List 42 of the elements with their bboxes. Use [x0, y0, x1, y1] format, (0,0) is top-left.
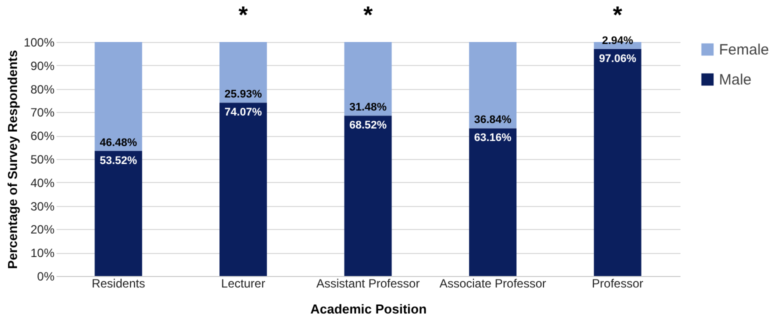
x-tick-label: Associate Professor [439, 276, 546, 290]
y-axis-title: Percentage of Survey Respondents [4, 50, 20, 269]
x-tick-label: Residents [92, 276, 146, 290]
y-tick-label: 80% [30, 82, 55, 96]
data-label: 36.84% [474, 114, 512, 126]
y-tick-label: 90% [30, 58, 55, 73]
y-tick-label: 40% [30, 176, 55, 190]
y-tick-label: 100% [24, 36, 55, 50]
annotation: * [363, 2, 374, 29]
x-tick-label: Lecturer [221, 276, 266, 290]
data-label: 63.16% [474, 132, 512, 144]
data-label: 74.07% [224, 106, 262, 119]
bar [344, 116, 392, 276]
bar [94, 42, 142, 151]
annotation: * [238, 2, 249, 29]
bar [469, 42, 517, 128]
data-label: 68.52% [349, 120, 387, 132]
data-label: 46.48% [100, 136, 138, 149]
y-tick-label: 0% [37, 270, 55, 284]
legend-label: Female [719, 42, 770, 58]
y-tick-label: 70% [30, 106, 55, 120]
bar [219, 42, 267, 103]
annotation: * [612, 2, 623, 29]
x-tick-label: Professor [592, 276, 644, 290]
legend-label: Male [719, 72, 752, 88]
bar [219, 102, 267, 276]
bar [94, 150, 142, 276]
data-label: 97.06% [598, 52, 636, 65]
bar [594, 48, 642, 276]
y-tick-label: 30% [30, 199, 55, 214]
y-tick-label: 50% [30, 152, 55, 166]
data-label: 53.52% [100, 154, 138, 167]
x-tick-label: Assistant Professor [316, 276, 420, 290]
y-tick-label: 20% [30, 222, 55, 237]
data-label: 31.48% [349, 102, 387, 114]
data-label: 2.94% [602, 34, 634, 47]
data-label: 25.93% [224, 88, 262, 101]
bar [469, 128, 517, 276]
y-tick-label: 60% [30, 129, 55, 144]
bar [344, 42, 392, 116]
y-tick-label: 10% [30, 246, 55, 260]
x-axis-title: Academic Position [310, 302, 427, 316]
